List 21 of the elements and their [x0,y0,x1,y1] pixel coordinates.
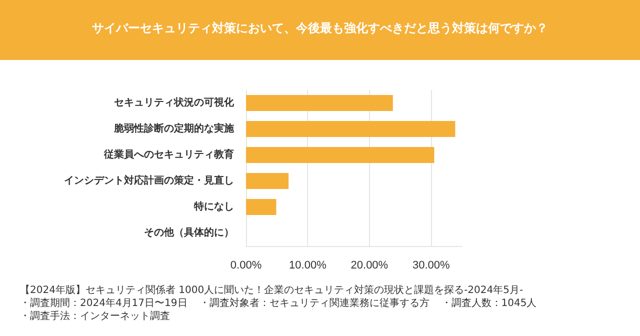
x-tick-label: 30.00% [412,260,450,272]
chart-title: サイバーセキュリティ対策において、今後最も強化すべきだと思う対策は何ですか？ [91,20,549,37]
y-tick-label: 特になし [193,200,234,212]
text: ・調査期間：2024年4月17日〜19日 [20,297,188,310]
text: 【2024年版】セキュリティ関係者 1000人に聞いた！企業のセキュリティ対策の現状と課題を探る-2024年5月- [20,284,524,297]
x-tick-label: 10.00% [289,260,327,272]
y-tick-label: 従業員へのセキュリティ教育 [103,148,234,160]
x-tick-label: 20.00% [350,260,388,272]
y-tick-label: 脆弱性診断の定期的な実施 [113,122,235,134]
y-tick-label: その他（具体的に） [144,226,234,238]
x-tick-label: 0.00% [230,260,262,272]
text: ・調査対象者：セキュリティ関連業務に従事する方 [199,297,430,310]
bar [246,120,456,138]
bar [246,172,289,190]
y-tick-label: インシデント対応計画の策定・見直し [64,174,234,186]
text: ・調査手法：インターネット調査 [20,310,170,323]
bar [246,198,276,216]
bar [246,146,434,164]
text: ・調査人数：1045人 [441,297,537,310]
bar [246,94,393,112]
y-tick-label: セキュリティ状況の可視化 [114,96,235,108]
